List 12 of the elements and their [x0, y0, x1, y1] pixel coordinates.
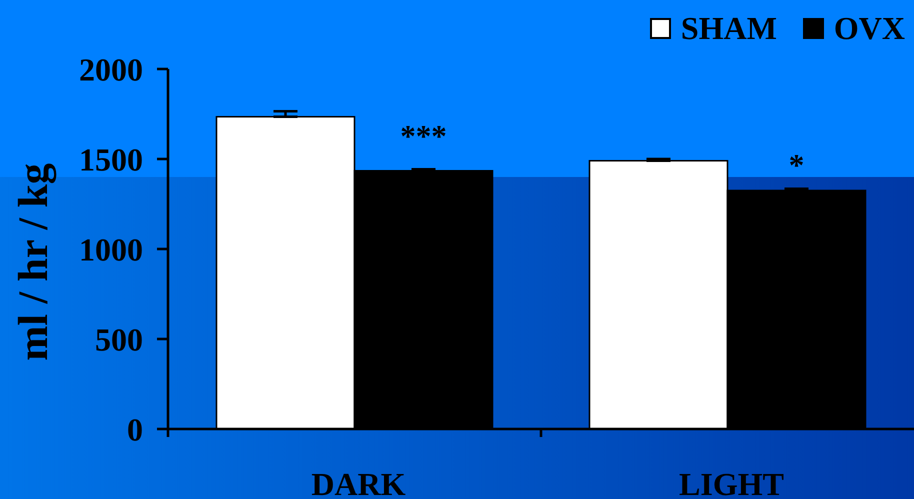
- y-tick-label: 1000: [79, 231, 143, 268]
- annotation: ***: [400, 118, 447, 154]
- y-axis-title: ml / hr / kg: [11, 163, 57, 361]
- legend-label: SHAM: [680, 10, 777, 46]
- x-tick-label: DARK: [311, 466, 406, 499]
- x-tick-label: LIGHT: [679, 466, 784, 499]
- y-tick-label: 0: [127, 411, 143, 448]
- y-tick-label: 2000: [79, 51, 143, 88]
- y-tick-label: 1500: [79, 141, 143, 178]
- y-tick-label: 500: [95, 321, 143, 358]
- annotation: *: [788, 147, 804, 182]
- legend-label: OVX: [834, 10, 905, 46]
